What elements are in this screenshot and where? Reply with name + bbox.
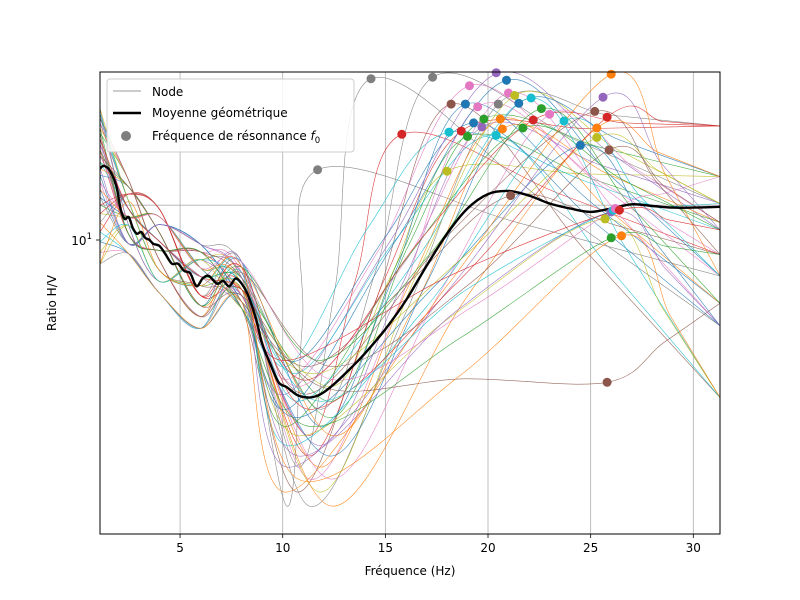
resonance-point xyxy=(600,214,610,224)
resonance-point xyxy=(502,75,511,85)
resonance-point xyxy=(491,68,501,78)
resonance-point xyxy=(313,165,323,175)
resonance-point xyxy=(614,205,624,215)
resonance-point xyxy=(444,127,454,137)
resonance-point xyxy=(602,377,612,387)
resonance-point xyxy=(442,166,452,176)
legend: Node Moyenne géométrique Fréquence de ré… xyxy=(106,78,355,153)
resonance-point xyxy=(473,102,483,112)
resonance-point xyxy=(590,106,600,116)
resonance-point xyxy=(506,191,516,201)
resonance-point xyxy=(469,118,479,128)
resonance-point xyxy=(617,231,626,241)
legend-box xyxy=(106,78,355,153)
resonance-point xyxy=(477,122,487,132)
resonance-point xyxy=(510,91,520,100)
resonance-point xyxy=(397,129,407,139)
resonance-point xyxy=(545,109,555,119)
resonance-point xyxy=(559,116,569,126)
resonance-point xyxy=(497,124,507,134)
resonance-point xyxy=(465,81,474,91)
y-tick-label-10: 101 xyxy=(71,232,92,248)
resonance-point xyxy=(460,99,470,109)
x-tick-label: 20 xyxy=(480,541,495,555)
legend-mean-label: Moyenne géométrique xyxy=(152,106,288,120)
y-axis-ticks: 101 xyxy=(71,232,100,248)
y-axis-label: Ratio H/V xyxy=(45,274,59,331)
resonance-point xyxy=(606,233,616,243)
resonance-point xyxy=(495,114,505,124)
resonance-point xyxy=(526,93,536,103)
resonance-point xyxy=(592,133,602,142)
resonance-point xyxy=(514,98,524,108)
node-curves xyxy=(100,72,720,507)
node-curve xyxy=(100,138,720,361)
x-tick-label: 5 xyxy=(176,541,184,555)
x-axis-label: Fréquence (Hz) xyxy=(365,564,456,578)
node-curve xyxy=(100,105,720,410)
resonance-point xyxy=(479,114,489,124)
resonance-point xyxy=(598,92,608,102)
resonance-point xyxy=(446,99,456,109)
resonance-point xyxy=(536,104,546,114)
resonance-point xyxy=(604,145,614,155)
x-tick-label: 15 xyxy=(378,541,393,555)
mean-curve xyxy=(100,164,720,399)
resonance-point xyxy=(463,131,472,141)
plot-frame xyxy=(99,71,721,535)
resonance-point xyxy=(366,74,376,84)
node-curve xyxy=(100,108,720,446)
x-tick-label: 30 xyxy=(686,541,701,555)
resonance-point xyxy=(592,123,602,133)
resonance-point xyxy=(528,115,538,125)
mean-curve-layer xyxy=(100,164,720,399)
node-curve xyxy=(100,72,720,493)
legend-node-label: Node xyxy=(152,85,183,99)
legend-resonance-swatch xyxy=(121,131,131,141)
resonance-point xyxy=(428,72,438,82)
resonance-point xyxy=(491,130,501,140)
x-tick-label: 10 xyxy=(275,541,290,555)
resonance-point xyxy=(456,126,466,136)
node-curve xyxy=(100,201,720,482)
resonance-point xyxy=(602,112,612,122)
x-tick-label: 25 xyxy=(583,541,598,555)
node-curve xyxy=(100,155,720,392)
node-curve xyxy=(100,108,720,437)
resonance-point xyxy=(606,69,616,79)
x-axis-ticks: 5 10 15 20 25 30 xyxy=(176,534,701,555)
resonance-point xyxy=(493,99,503,109)
node-curve xyxy=(100,168,720,457)
legend-resonance-label: Fréquence de résonnance f0 xyxy=(152,129,320,146)
resonance-point xyxy=(575,140,585,150)
node-curve xyxy=(100,176,720,381)
resonance-points xyxy=(313,68,626,387)
resonance-point xyxy=(518,123,528,133)
